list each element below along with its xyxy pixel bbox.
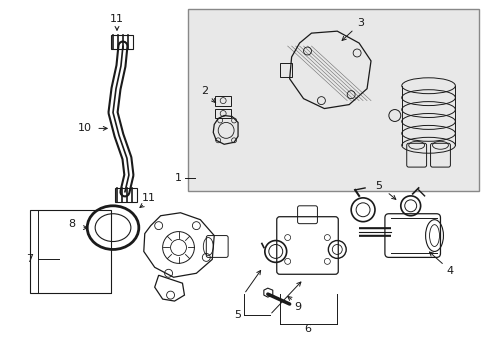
Text: 4: 4 [446, 266, 453, 276]
Bar [111, 35, 133, 49]
Bar [30, 210, 111, 293]
Text: 3: 3 [357, 18, 364, 28]
Bar [215, 109, 231, 118]
Text: 8: 8 [68, 219, 75, 229]
Bar [115, 188, 137, 202]
Text: 7: 7 [26, 255, 33, 264]
Text: 5: 5 [375, 181, 382, 191]
Text: 5: 5 [234, 310, 241, 320]
Bar [215, 96, 231, 105]
Text: 1: 1 [175, 173, 182, 183]
Text: 6: 6 [304, 324, 310, 334]
Text: 10: 10 [78, 123, 92, 134]
Text: 9: 9 [293, 302, 301, 312]
Text: 2: 2 [201, 86, 207, 96]
Bar [279, 63, 291, 77]
Text: 11: 11 [142, 193, 155, 203]
Text: 11: 11 [110, 14, 124, 24]
Bar [188, 9, 478, 191]
